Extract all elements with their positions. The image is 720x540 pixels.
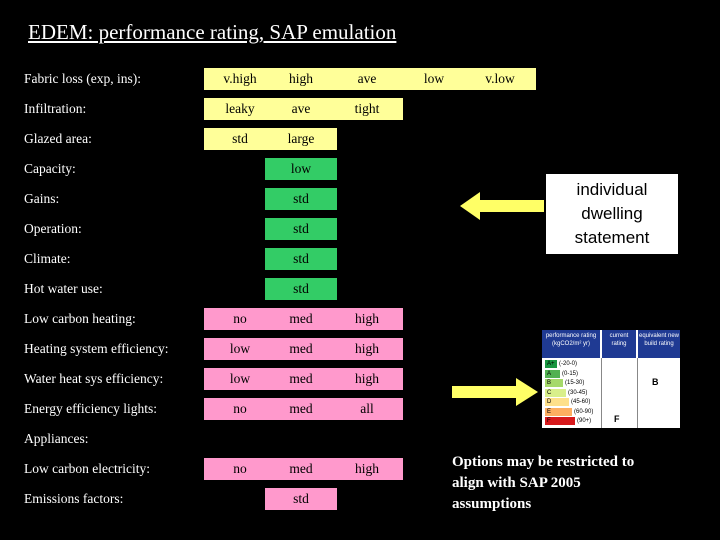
sap-header-current: current rating [602, 330, 636, 358]
rating-cell: tight [331, 98, 403, 120]
sap-rating-chart: performance rating (kgCO2/m² yr) current… [542, 330, 680, 428]
rating-cell: no [204, 458, 276, 480]
sap-band-row: B (15-30) [545, 379, 584, 387]
rating-cell: low [265, 158, 337, 180]
rating-cell: med [265, 308, 337, 330]
rating-cell: low [204, 368, 276, 390]
row-label: Capacity: [24, 161, 76, 176]
rating-cell: high [331, 458, 403, 480]
sap-band-range: (-20-0) [559, 361, 578, 367]
individual-dwelling-statement: individual dwelling statement [546, 174, 678, 254]
rating-cell: no [204, 308, 276, 330]
rating-cell: ave [331, 68, 403, 90]
sap-band-row: F (90+) [545, 417, 591, 425]
row-label: Emissions factors: [24, 491, 124, 506]
sap-band-range: (0-15) [562, 370, 579, 377]
rating-cell: std [265, 488, 337, 510]
arrow-right-icon [452, 378, 538, 406]
sap-band-letter: C [545, 388, 566, 397]
sap-band-row: C (30-45) [545, 388, 588, 397]
sap-band-letter: B [545, 379, 563, 387]
row-label: Gains: [24, 191, 60, 206]
sap-band-row: E (60-90) [545, 407, 594, 416]
rating-cell: low [204, 338, 276, 360]
row-label: Water heat sys efficiency: [24, 371, 164, 386]
current-rating-letter: F [614, 414, 620, 424]
rating-cell: no [204, 398, 276, 420]
rating-cell: std [265, 188, 337, 210]
rating-cell: high [331, 368, 403, 390]
row-label: Energy efficiency lights: [24, 401, 157, 416]
sap-band-row: A+ (-20-0) [545, 360, 577, 368]
row-label: Glazed area: [24, 131, 92, 146]
rating-cell: high [265, 68, 337, 90]
rating-cell: high [331, 308, 403, 330]
row-label: Operation: [24, 221, 82, 236]
rating-cell: std [204, 128, 276, 150]
row-label: Low carbon heating: [24, 311, 136, 326]
rating-cell: std [265, 278, 337, 300]
sap-header-performance: performance rating (kgCO2/m² yr) [542, 330, 600, 358]
sap-band-range: (30-45) [568, 389, 588, 396]
row-label: Heating system efficiency: [24, 341, 169, 356]
rating-cell: med [265, 368, 337, 390]
rating-cell: ave [265, 98, 337, 120]
sap-band-range: (60-90) [574, 408, 594, 415]
sap-band-letter: E [545, 407, 572, 416]
sap-band-range: (45-60) [571, 399, 591, 405]
rating-cell: std [265, 248, 337, 270]
row-label: Fabric loss (exp, ins): [24, 71, 141, 86]
row-label: Infiltration: [24, 101, 87, 116]
rating-cell: med [265, 458, 337, 480]
sap-band-letter: A [545, 369, 560, 378]
sap-band-letter: D [545, 398, 569, 406]
rating-cell: v.high [204, 68, 276, 90]
rating-cell: med [265, 398, 337, 420]
equivalent-rating-letter: B [652, 377, 659, 387]
rating-cell: v.low [464, 68, 536, 90]
rating-cell: large [265, 128, 337, 150]
page-title: EDEM: performance rating, SAP emulation [28, 20, 397, 44]
sap-band-letter: F [545, 417, 575, 425]
row-label: Climate: [24, 251, 71, 266]
rating-cell: all [331, 398, 403, 420]
arrow-left-icon [460, 192, 544, 220]
rating-cell: low [398, 68, 470, 90]
rating-cell: leaky [204, 98, 276, 120]
sap-band-row: D (45-60) [545, 398, 590, 406]
rating-cell: high [331, 338, 403, 360]
sap-band-letter: A+ [545, 360, 557, 368]
sap-band-row: A (0-15) [545, 369, 579, 378]
sap-band-range: (15-30) [565, 380, 585, 386]
sap-header-equivalent: equivalent new build rating [638, 330, 680, 358]
rating-cell: std [265, 218, 337, 240]
row-label: Appliances: [24, 431, 89, 446]
sap-band-range: (90+) [577, 418, 592, 424]
options-note: Options may be restricted to align with … [452, 454, 635, 512]
rating-cell: med [265, 338, 337, 360]
row-label: Hot water use: [24, 281, 103, 296]
row-label: Low carbon electricity: [24, 461, 150, 476]
